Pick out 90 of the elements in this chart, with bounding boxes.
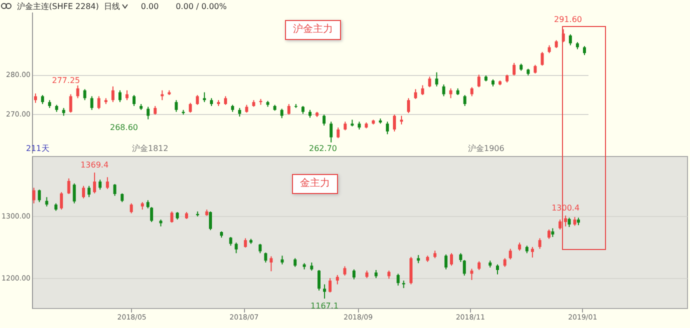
- candlestick: [188, 102, 192, 114]
- text: 0.00: [140, 0, 159, 12]
- text: 0.00 / 0.00%: [176, 0, 227, 12]
- annotation: 1369.4: [80, 160, 109, 170]
- candlestick: [244, 238, 247, 248]
- candlestick: [38, 189, 41, 203]
- candlestick: [568, 217, 571, 228]
- chart-subtitle: 日线: [104, 0, 120, 12]
- candlestick: [93, 172, 96, 194]
- candlestick: [330, 121, 333, 143]
- candlestick: [496, 264, 499, 275]
- candlestick: [558, 219, 562, 230]
- candlestick: [462, 260, 466, 276]
- candlestick: [76, 84, 80, 99]
- candlestick: [318, 270, 321, 292]
- candlestick: [477, 74, 480, 88]
- candlestick: [512, 62, 516, 76]
- candlestick: [170, 210, 174, 224]
- candlestick: [352, 268, 356, 280]
- candlestick: [287, 104, 290, 116]
- candlestick: [421, 84, 424, 96]
- annotation: 268.60: [110, 123, 138, 133]
- candlestick: [41, 94, 44, 105]
- candlestick: [32, 187, 36, 204]
- candlestick: [548, 229, 551, 240]
- annotation: 262.70: [309, 144, 337, 154]
- candlestick: [258, 243, 262, 254]
- candlestick: [118, 90, 122, 103]
- candlestick: [328, 278, 332, 293]
- candlestick: [111, 86, 114, 103]
- candlestick: [106, 176, 109, 190]
- candlestick: [450, 252, 453, 266]
- candlestick: [444, 254, 448, 270]
- candlestick: [428, 76, 432, 88]
- candlestick: [264, 252, 268, 264]
- annotation: 沪金1906: [468, 144, 504, 154]
- candlestick: [407, 98, 410, 114]
- candlestick: [538, 238, 542, 250]
- candlestick: [336, 127, 340, 139]
- candlestick: [130, 202, 133, 214]
- candlestick: [343, 266, 346, 276]
- annotation: 211天: [26, 144, 50, 154]
- candlestick: [414, 88, 418, 100]
- annotation: 291.60: [554, 15, 582, 25]
- candlestick: [564, 215, 568, 227]
- candlestick: [463, 94, 466, 106]
- candlestick: [234, 242, 238, 254]
- candlestick: [90, 96, 94, 110]
- candlestick: [69, 94, 72, 114]
- candlestick: [132, 94, 136, 106]
- candlestick: [34, 92, 38, 104]
- chart-title: 沪金主连(SHFE 2284): [17, 0, 99, 12]
- annotation: 沪金1812: [132, 144, 168, 154]
- candlestick: [45, 196, 48, 207]
- candlestick: [322, 114, 326, 126]
- candlestick: [530, 246, 534, 258]
- candlestick: [442, 84, 446, 97]
- annotation: 金主力: [292, 174, 338, 194]
- candlestick: [208, 210, 212, 231]
- candlestick: [568, 34, 572, 46]
- candlestick: [97, 96, 100, 110]
- candlestick: [470, 268, 474, 280]
- candlestick: [336, 274, 339, 285]
- candlestick: [582, 46, 586, 56]
- candlestick: [435, 72, 438, 87]
- candlestick: [540, 51, 544, 66]
- candlestick: [60, 192, 63, 210]
- candlestick: [202, 92, 206, 103]
- candlestick: [280, 108, 284, 119]
- candlestick: [449, 88, 452, 99]
- candlestick: [83, 88, 86, 101]
- annotation: 1167.1: [310, 302, 339, 311]
- candlestick: [396, 273, 400, 286]
- candlestick: [82, 185, 86, 199]
- annotation: 277.25: [52, 76, 80, 86]
- candlestick: [508, 248, 512, 260]
- candlestick: [270, 256, 273, 272]
- candlestick: [323, 284, 326, 300]
- annotation: 沪金主力: [285, 20, 341, 40]
- candlestick: [67, 178, 70, 194]
- candlestick: [88, 185, 91, 198]
- candlestick: [470, 86, 474, 97]
- candlestick: [386, 121, 389, 135]
- candlestick: [174, 100, 178, 112]
- candlestick: [113, 184, 116, 196]
- candlestick: [196, 94, 199, 106]
- candlestick: [98, 179, 102, 190]
- candlestick: [146, 106, 150, 120]
- candlestick: [72, 182, 76, 204]
- candlestick: [392, 114, 396, 132]
